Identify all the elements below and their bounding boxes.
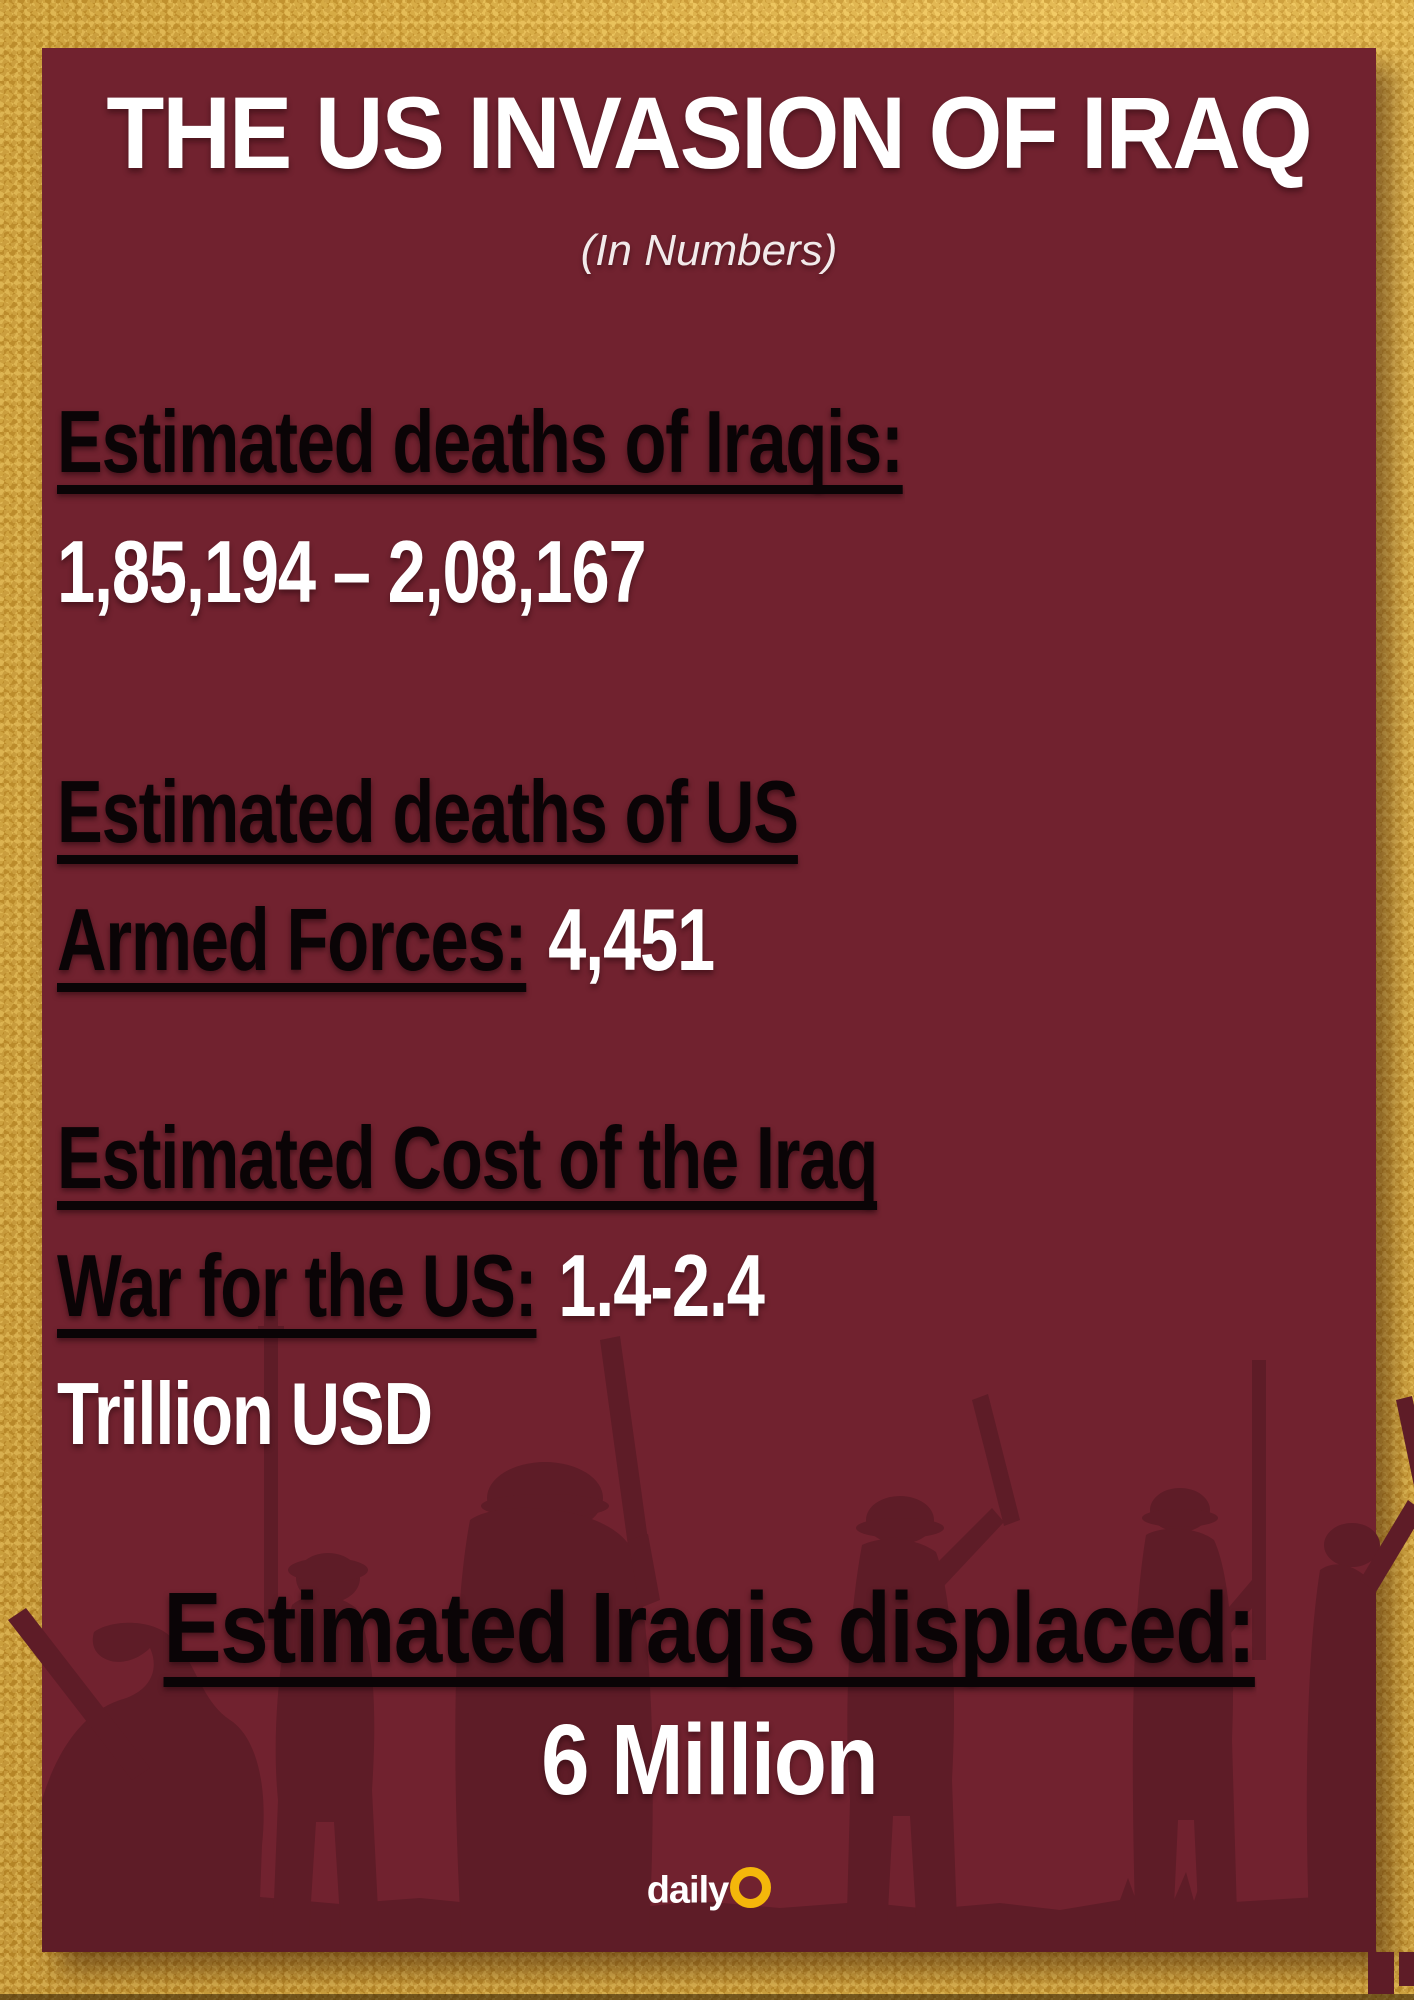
stat-war-cost-label-line2: War for the US: 1.4-2.4 (57, 1236, 765, 1335)
stat-iraqi-deaths-label: Estimated deaths of Iraqis: (57, 392, 904, 491)
stat-us-deaths-label-line2: Armed Forces: 4,451 (57, 890, 715, 989)
stat-war-cost-label-line1: Estimated Cost of the Iraq (57, 1108, 878, 1207)
poster-title-text: THE US INVASION OF IRAQ (106, 76, 1313, 190)
stat-iraqi-deaths-value: 1,85,194 – 2,08,167 (57, 522, 647, 621)
poster-title: THE US INVASION OF IRAQ (42, 82, 1376, 184)
brand-o-icon (730, 1867, 772, 1908)
soldiers-silhouette-shapes (8, 1310, 1414, 1994)
stat-us-deaths-label-line1: Estimated deaths of US (57, 762, 799, 861)
stat-displaced-value: 6 Million (540, 1704, 879, 1816)
poster-subtitle: (In Numbers) (580, 226, 838, 275)
stat-us-deaths-value: 4,451 (548, 890, 715, 989)
soldiers-silhouette (8, 1310, 1414, 1994)
brand-logo: daily (42, 1867, 1376, 1912)
stat-displaced-label: Estimated Iraqis displaced: (163, 1572, 1256, 1684)
stat-war-cost-value: 1.4-2.4 (558, 1236, 765, 1335)
poster-content: THE US INVASION OF IRAQ (In Numbers) Est… (42, 48, 1376, 1952)
stat-war-cost-value-line2: Trillion USD (57, 1364, 433, 1463)
brand-logo-text: daily (646, 1869, 730, 1912)
